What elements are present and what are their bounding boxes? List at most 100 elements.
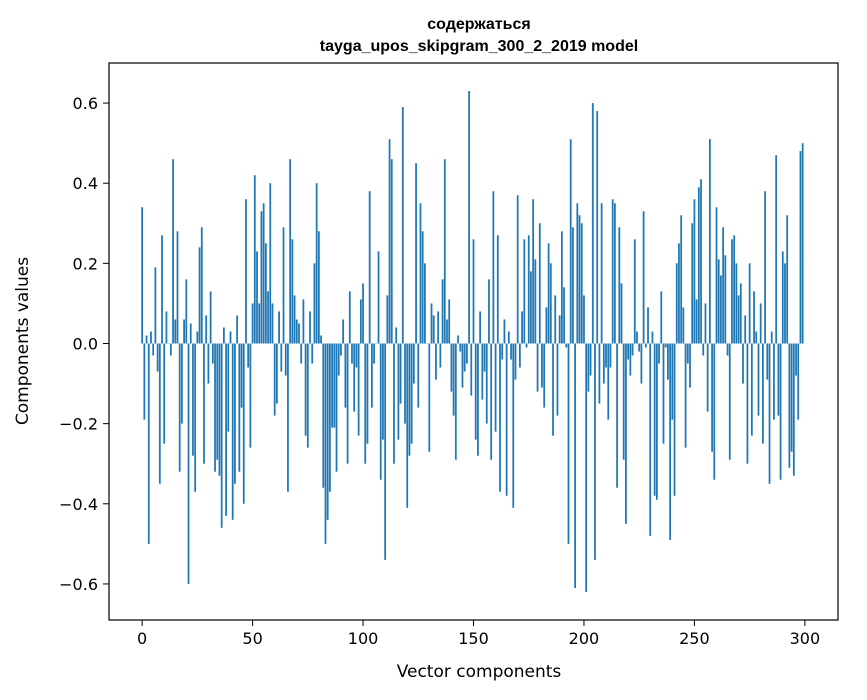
bar-248 <box>689 344 691 388</box>
bar-191 <box>563 287 565 343</box>
bar-205 <box>594 344 596 560</box>
bar-5 <box>152 344 154 356</box>
bar-26 <box>199 247 201 343</box>
bar-142 <box>455 344 457 460</box>
bar-139 <box>448 299 450 343</box>
bar-73 <box>303 299 305 343</box>
bar-44 <box>238 344 240 472</box>
bar-40 <box>230 331 232 343</box>
bar-135 <box>439 344 441 368</box>
bar-267 <box>731 239 733 343</box>
bar-100 <box>362 283 364 343</box>
bar-152 <box>477 344 479 456</box>
bar-95 <box>351 344 353 364</box>
bar-134 <box>437 311 439 343</box>
bar-281 <box>762 344 764 444</box>
bar-200 <box>583 295 585 343</box>
bar-272 <box>742 344 744 384</box>
bar-113 <box>391 159 393 343</box>
bar-153 <box>479 311 481 343</box>
bar-55 <box>263 203 265 343</box>
x-tick-label-100: 100 <box>348 629 379 648</box>
bar-215 <box>616 344 618 488</box>
bar-130 <box>428 344 430 452</box>
bar-74 <box>305 344 307 436</box>
bar-70 <box>296 319 298 343</box>
bar-84 <box>327 344 329 520</box>
bar-250 <box>694 199 696 343</box>
bar-236 <box>663 344 665 444</box>
bar-144 <box>459 344 461 352</box>
bar-176 <box>530 271 532 343</box>
bar-51 <box>254 175 256 343</box>
bar-167 <box>510 344 512 360</box>
bar-92 <box>344 344 346 408</box>
bar-270 <box>738 295 740 343</box>
bar-219 <box>625 344 627 524</box>
bar-38 <box>225 344 227 516</box>
bar-149 <box>470 344 472 396</box>
x-tick-label-250: 250 <box>679 629 710 648</box>
bar-125 <box>417 344 419 408</box>
bar-277 <box>753 291 755 343</box>
bar-59 <box>272 303 274 343</box>
bar-91 <box>342 319 344 343</box>
bar-54 <box>261 211 263 343</box>
bar-80 <box>318 231 320 343</box>
bar-185 <box>550 263 552 343</box>
bar-249 <box>691 223 693 343</box>
bar-284 <box>769 344 771 484</box>
bar-285 <box>771 331 773 343</box>
bar-229 <box>647 307 649 343</box>
bar-181 <box>541 344 543 388</box>
bar-143 <box>457 335 459 343</box>
bar-223 <box>634 239 636 343</box>
bar-72 <box>300 344 302 364</box>
bar-127 <box>422 231 424 343</box>
bar-297 <box>797 344 799 420</box>
bar-49 <box>249 344 251 448</box>
bar-295 <box>793 344 795 476</box>
bar-111 <box>386 295 388 343</box>
bar-115 <box>395 327 397 343</box>
x-tick-label-50: 50 <box>242 629 262 648</box>
bar-199 <box>581 223 583 343</box>
bar-99 <box>360 299 362 343</box>
bar-225 <box>638 344 640 352</box>
bar-107 <box>378 251 380 343</box>
bar-18 <box>181 344 183 424</box>
bar-206 <box>596 111 598 343</box>
bar-203 <box>590 344 592 376</box>
bar-171 <box>519 344 521 368</box>
bar-159 <box>492 191 494 343</box>
bar-69 <box>294 295 296 343</box>
bar-112 <box>389 139 391 343</box>
bar-260 <box>716 207 718 343</box>
bar-11 <box>166 311 168 343</box>
bar-50 <box>252 303 254 343</box>
bar-168 <box>512 344 514 508</box>
bar-286 <box>773 344 775 420</box>
chart-title-line-1: содержаться <box>427 16 530 33</box>
bar-183 <box>546 307 548 343</box>
bar-131 <box>431 303 433 343</box>
bar-256 <box>707 344 709 412</box>
bar-278 <box>755 331 757 343</box>
bar-61 <box>276 344 278 404</box>
bar-41 <box>232 344 234 520</box>
bar-211 <box>607 344 609 420</box>
bar-118 <box>402 107 404 343</box>
bar-254 <box>702 344 704 356</box>
bar-261 <box>718 259 720 343</box>
bar-269 <box>735 263 737 343</box>
bar-116 <box>398 344 400 440</box>
bar-264 <box>724 255 726 343</box>
bar-194 <box>570 139 572 343</box>
bar-42 <box>234 344 236 484</box>
bar-28 <box>203 344 205 464</box>
bar-234 <box>658 344 660 364</box>
bar-86 <box>331 344 333 428</box>
bar-58 <box>269 183 271 343</box>
bar-289 <box>780 344 782 480</box>
